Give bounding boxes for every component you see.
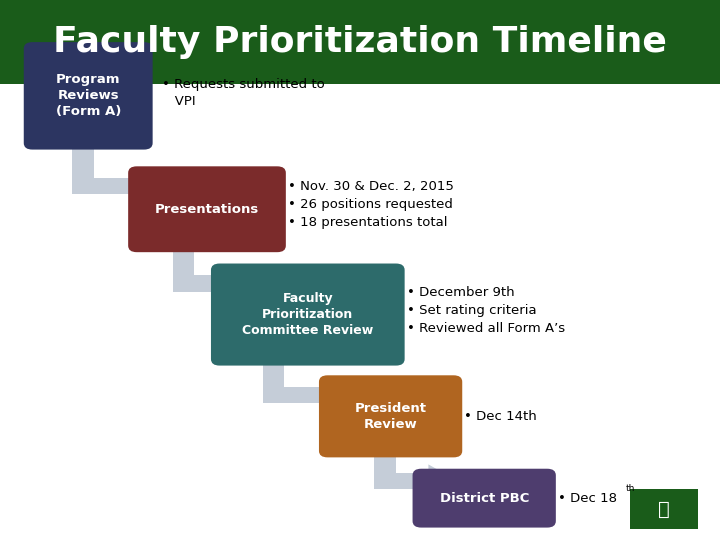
Text: • Nov. 30 & Dec. 2, 2015
• 26 positions requested
• 18 presentations total: • Nov. 30 & Dec. 2, 2015 • 26 positions …: [288, 180, 454, 228]
FancyBboxPatch shape: [374, 472, 428, 489]
FancyBboxPatch shape: [0, 0, 720, 84]
FancyBboxPatch shape: [374, 451, 396, 481]
FancyBboxPatch shape: [263, 387, 331, 403]
FancyBboxPatch shape: [630, 489, 698, 529]
FancyBboxPatch shape: [211, 264, 405, 366]
FancyBboxPatch shape: [319, 375, 462, 457]
FancyBboxPatch shape: [24, 42, 153, 150]
Text: • Dec 14th: • Dec 14th: [464, 410, 537, 423]
Text: th: th: [626, 484, 635, 493]
Text: Program
Reviews
(Form A): Program Reviews (Form A): [55, 73, 121, 118]
Polygon shape: [331, 379, 360, 411]
FancyBboxPatch shape: [413, 469, 556, 528]
FancyBboxPatch shape: [263, 359, 284, 395]
FancyBboxPatch shape: [173, 275, 223, 292]
FancyBboxPatch shape: [173, 246, 194, 284]
Text: District PBC: District PBC: [439, 491, 529, 505]
Polygon shape: [133, 170, 162, 202]
Text: • December 9th
• Set rating criteria
• Reviewed all Form A’s: • December 9th • Set rating criteria • R…: [407, 287, 565, 334]
Text: Faculty
Prioritization
Committee Review: Faculty Prioritization Committee Review: [242, 292, 374, 337]
Polygon shape: [223, 267, 252, 300]
Polygon shape: [428, 464, 457, 497]
FancyBboxPatch shape: [72, 178, 133, 194]
FancyBboxPatch shape: [128, 166, 286, 252]
Text: • Dec 18: • Dec 18: [558, 492, 617, 505]
Text: • Requests submitted to
   VPI: • Requests submitted to VPI: [162, 78, 325, 108]
Text: Faculty Prioritization Timeline: Faculty Prioritization Timeline: [53, 25, 667, 59]
Text: President
Review: President Review: [354, 402, 426, 431]
FancyBboxPatch shape: [72, 143, 94, 186]
Text: 🏛: 🏛: [658, 500, 670, 518]
Text: Presentations: Presentations: [155, 202, 259, 216]
